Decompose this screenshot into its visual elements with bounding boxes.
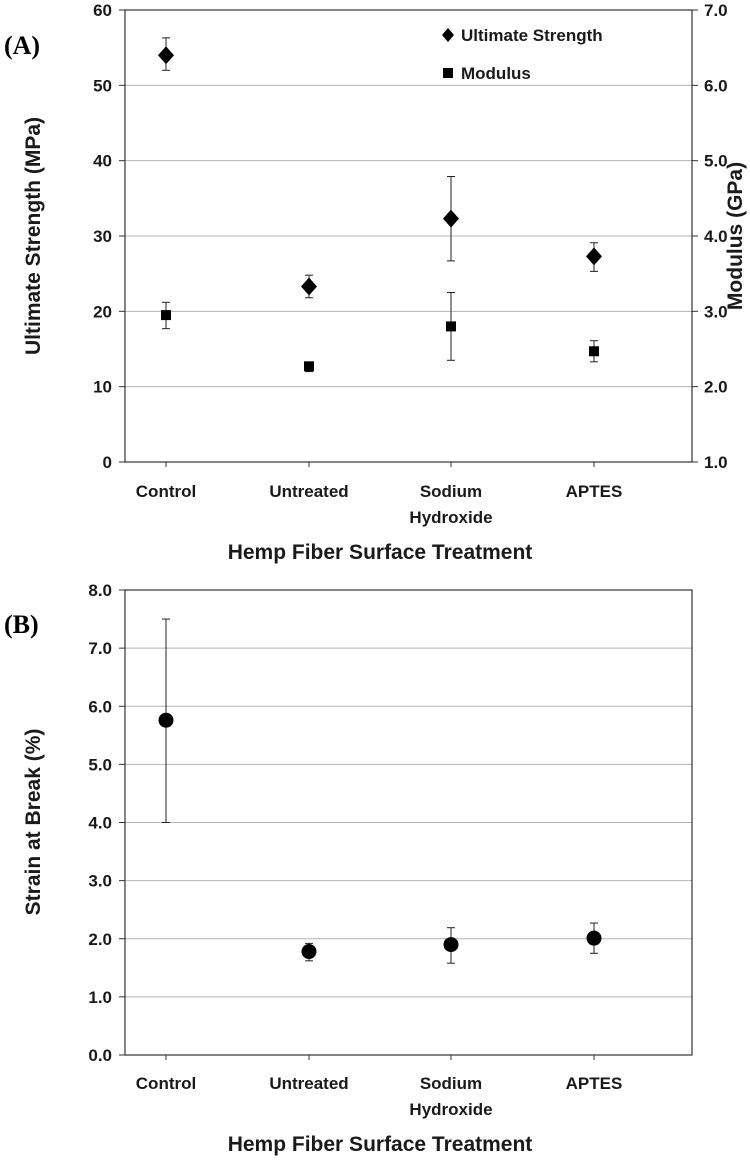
panel-b-data-marks (158, 618, 602, 964)
strain-at-break-point (586, 930, 602, 946)
panel-b-category-labels-line2: Hydroxide (409, 1100, 492, 1119)
panel-a-ytick: 10 (93, 378, 112, 397)
panel-b-label: (B) (4, 610, 39, 639)
panel-b-ytick: 6.0 (88, 697, 112, 716)
panel-a-left-ticks: 0 10 20 30 40 50 60 (93, 1, 112, 472)
panel-a-y-axis-label: Ultimate Strength (MPa) (22, 117, 45, 355)
legend-ultimate-strength: Ultimate Strength (461, 26, 603, 45)
panel-b-xtick: APTES (566, 1074, 623, 1093)
panel-b-y-axis-label: Strain at Break (%) (22, 729, 45, 916)
ultimate-strength-point (443, 209, 459, 228)
panel-a-xtick-line2: Hydroxide (409, 508, 492, 527)
legend-square-marker (443, 68, 453, 78)
panel-a-ytick-right: 7.0 (704, 1, 728, 20)
panel-a-ytick: 40 (93, 152, 112, 171)
panel-a-label: (A) (4, 31, 40, 60)
strain-at-break-point (443, 937, 459, 953)
panel-a: (A) 0 10 20 30 40 50 60 1.0 2.0 3.0 4.0 … (4, 1, 747, 564)
strain-at-break-point (158, 712, 174, 728)
panel-b-x-axis-label: Hemp Fiber Surface Treatment (228, 1133, 533, 1156)
panel-a-xtick: APTES (566, 482, 623, 501)
panel-b-ytick: 0.0 (88, 1046, 112, 1065)
panel-b-ytick: 3.0 (88, 872, 112, 891)
panel-b-ytick: 4.0 (88, 814, 112, 833)
panel-a-ytick-right: 6.0 (704, 76, 728, 95)
panel-b-gridlines (119, 589, 692, 1060)
modulus-point (446, 321, 456, 332)
legend-modulus: Modulus (461, 64, 531, 83)
panel-a-data-marks (158, 37, 602, 373)
panel-a-xtick: Untreated (269, 482, 348, 501)
panel-a-xtick: Sodium (420, 482, 482, 501)
panel-a-gridlines (119, 9, 698, 467)
panel-a-plot-frame (124, 9, 693, 463)
panel-a-ytick: 0 (103, 453, 112, 472)
panel-a-y-axis-label-right: Modulus (GPa) (724, 162, 747, 310)
panel-a-ytick: 20 (93, 302, 112, 321)
panel-a-legend: Ultimate Strength Modulus (442, 26, 603, 83)
panel-b-left-ticks: 0.0 1.0 2.0 3.0 4.0 5.0 6.0 7.0 8.0 (88, 581, 112, 1065)
panel-a-xtick: Control (136, 482, 196, 501)
panel-a-ytick: 60 (93, 1, 112, 20)
panel-a-ytick-right: 4.0 (704, 227, 728, 246)
modulus-point (589, 346, 599, 357)
panel-b: (B) 0.0 1.0 2.0 3.0 4.0 5.0 6.0 7.0 8.0 … (4, 581, 693, 1156)
panel-b-xtick: Untreated (269, 1074, 348, 1093)
panel-b-ytick: 7.0 (88, 639, 112, 658)
ultimate-strength-point (301, 277, 317, 296)
panel-b-xtick: Sodium (420, 1074, 482, 1093)
ultimate-strength-point (158, 46, 174, 65)
strain-at-break-point (301, 944, 317, 960)
modulus-point (304, 361, 314, 372)
panel-a-right-ticks: 1.0 2.0 3.0 4.0 5.0 6.0 7.0 (704, 1, 728, 472)
panel-a-ytick: 30 (93, 227, 112, 246)
panel-a-ytick: 50 (93, 76, 112, 95)
panel-b-xtick: Control (136, 1074, 196, 1093)
panel-a-ytick-right: 3.0 (704, 302, 728, 321)
panel-b-category-labels: Control Untreated Sodium APTES (136, 1074, 623, 1093)
panel-b-ytick: 1.0 (88, 988, 112, 1007)
panel-a-ytick-right: 2.0 (704, 378, 728, 397)
panel-b-ytick: 2.0 (88, 930, 112, 949)
panel-a-x-axis-label: Hemp Fiber Surface Treatment (228, 541, 533, 564)
panel-a-ytick-right: 1.0 (704, 453, 728, 472)
panel-b-ytick: 5.0 (88, 755, 112, 774)
modulus-point (161, 310, 171, 321)
panel-b-xtick-line2: Hydroxide (409, 1100, 492, 1119)
ultimate-strength-point (586, 247, 602, 266)
panel-a-category-labels-line2: Hydroxide (409, 508, 492, 527)
panel-b-ytick: 8.0 (88, 581, 112, 600)
panel-a-category-labels: Control Untreated Sodium APTES (136, 482, 623, 501)
legend-diamond-marker (442, 28, 454, 42)
panel-a-ytick-right: 5.0 (704, 152, 728, 171)
panel-b-plot-frame (124, 589, 693, 1056)
